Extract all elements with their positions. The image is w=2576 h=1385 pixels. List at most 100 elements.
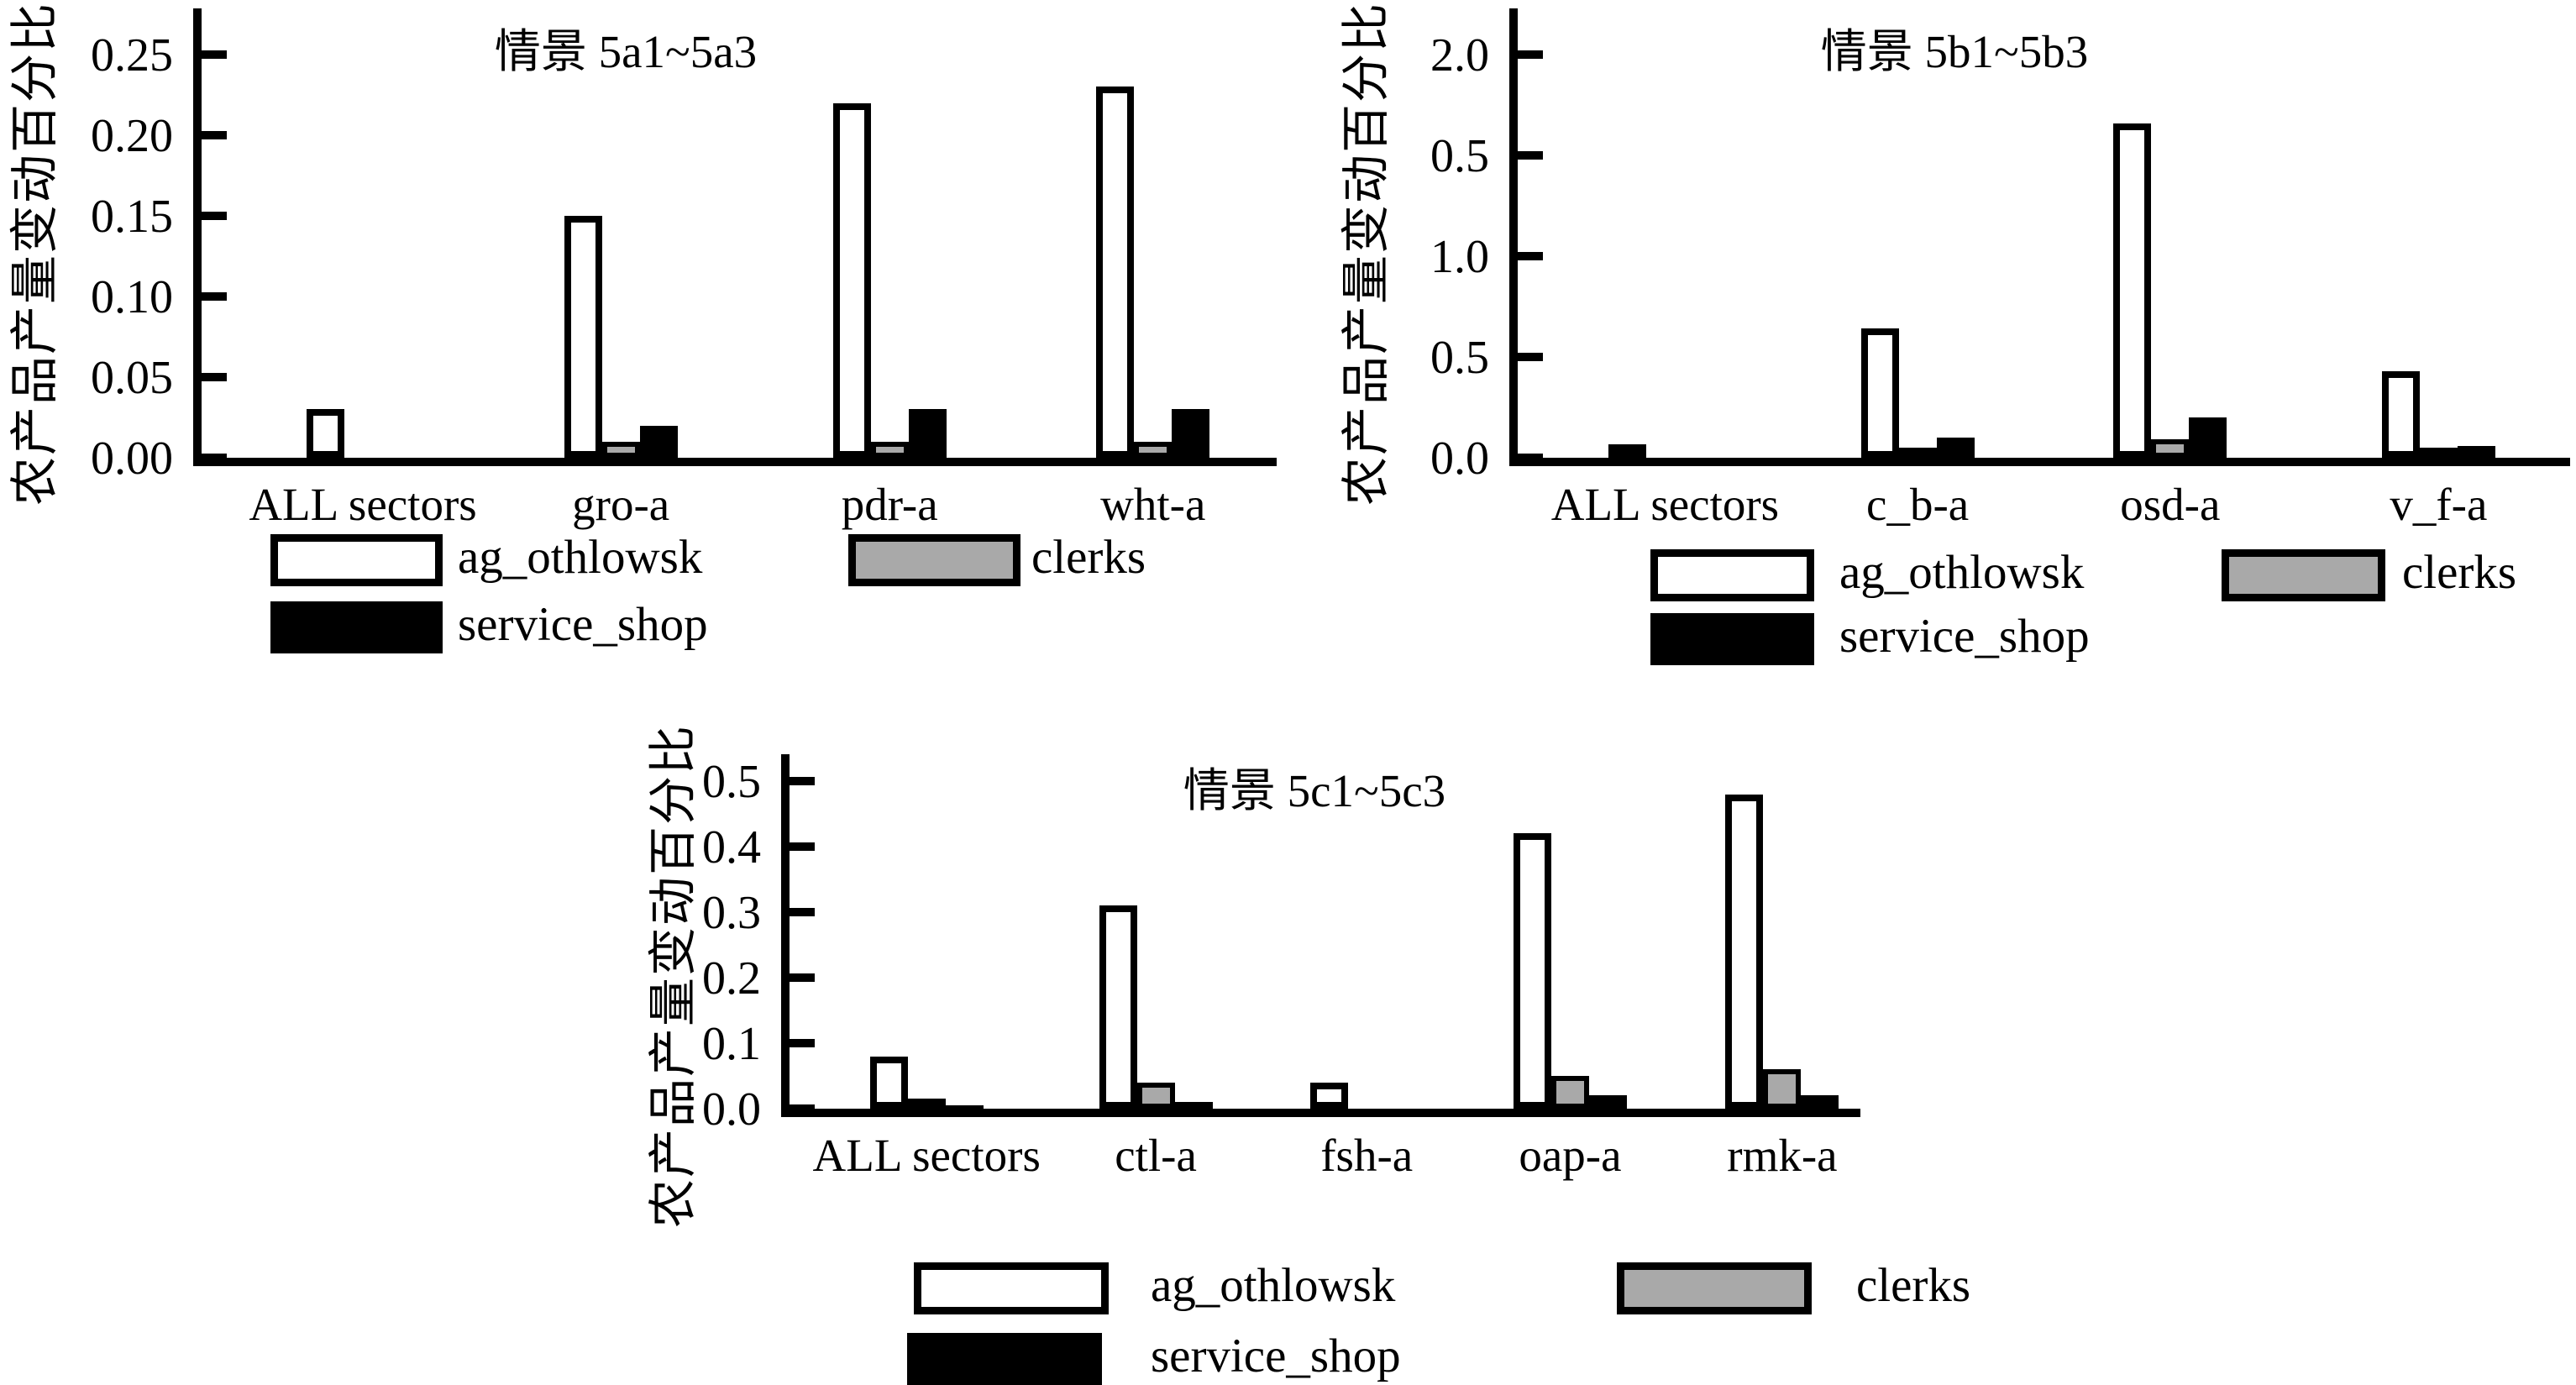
bar-service_shop-oap-a [1589,1095,1627,1109]
legend-label-service_shop: service_shop [1151,1330,1401,1382]
category-label: ALL sectors [1550,479,1780,530]
chart-5a-block: 农产品产量变动百分比 情景 5a1~5a3 0.25 0.20 0.15 0.10 0.… [0,0,1298,697]
bar-ag_othlowsk-ctl-a [1099,905,1137,1109]
y-tick-label: 2.0 [1430,29,1489,81]
legend-swatch-clerks [848,534,1020,586]
y-tick-label: 0.15 [91,191,173,243]
bar-service_shop-ctl-a [1175,1102,1213,1109]
y-tick-mark [1518,151,1543,160]
y-tick-label: 0.05 [91,352,173,404]
chart-5b-block: 农产品产量变动百分比 情景 5b1~5b3 2.0 0.5 1.0 0.5 0.0 ALL… [1306,0,2576,697]
y-tick-label: 0.00 [91,433,173,485]
y-tick-label: 0.2 [702,952,761,1005]
y-tick-mark [202,212,227,220]
bar-service_shop-c_b-a [1937,438,1975,458]
y-tick-label: 0.0 [702,1083,761,1136]
bar-clerks-pdr-a [871,442,909,458]
category-label: oap-a [1519,1130,1622,1181]
y-tick-mark [790,1104,815,1113]
chart-title: 情景 5b1~5b3 [1820,26,2089,77]
y-tick-mark [790,777,815,785]
bar-ag_othlowsk-wht-a [1096,87,1134,458]
bar-ag_othlowsk-v_f-a [2382,371,2420,458]
bar-ag_othlowsk-pdr-a [833,103,871,458]
legend-swatch-ag_othlowsk [1650,549,1814,601]
bar-clerks-osd-a [2151,439,2189,458]
legend-swatch-ag_othlowsk [270,534,443,586]
bar-ag_othlowsk-rmk-a [1725,795,1763,1109]
legend-label-clerks: clerks [1856,1259,1971,1312]
chart-title: 情景 5c1~5c3 [1183,765,1446,816]
category-label: pdr-a [841,479,938,530]
chart-5c-block: 农产品产量变动百分比 情景 5c1~5c3 0.5 0.4 0.3 0.2 0.1 0.0… [0,724,2576,1385]
bar-service_shop-osd-a [2189,417,2227,458]
bar-ag_othlowsk-ALL_sectors [870,1057,908,1109]
bar-service_shop-rmk-a [1801,1095,1839,1109]
legend-label-service_shop: service_shop [458,598,708,651]
y-tick-label: 1.0 [1430,231,1489,283]
y-tick-label: 0.0 [1430,433,1489,485]
bar-ag_othlowsk-oap-a [1514,833,1551,1109]
y-tick-label: 0.5 [1430,332,1489,384]
chart-title: 情景 5a1~5a3 [494,26,758,77]
y-tick-mark [202,373,227,381]
bar-clerks-wht-a [1134,442,1172,458]
plot-area: 情景 5b1~5b3 [1509,8,2570,466]
category-label: v_f-a [2390,479,2488,530]
y-tick-mark [202,292,227,301]
y-tick-mark [202,131,227,139]
y-tick-label: 0.25 [91,29,173,81]
bar-clerks-v_f-a [2420,448,2458,458]
category-label: ALL sectors [249,479,477,530]
bar-ag_othlowsk-c_b-a [1861,328,1899,458]
bar-service_shop-pdr-a [909,409,947,458]
legend-swatch-ag_othlowsk [914,1262,1109,1314]
y-tick-label: 0.3 [702,887,761,939]
y-tick-mark [790,842,815,851]
y-tick-label: 0.5 [1430,130,1489,182]
bar-clerks-gro-a [602,442,640,458]
legend-label-ag_othlowsk: ag_othlowsk [1151,1259,1396,1312]
category-label: osd-a [2120,479,2221,530]
plot-area: 情景 5a1~5a3 [193,8,1277,466]
y-tick-mark [790,973,815,982]
y-tick-label: 0.20 [91,110,173,162]
y-tick-label: 0.5 [702,756,761,808]
y-tick-mark [790,1039,815,1047]
y-tick-mark [1518,353,1543,361]
bar-clerks-rmk-a [1763,1069,1801,1109]
bar-ag_othlowsk-ALL_sectors [307,409,344,458]
bar-ag_othlowsk-fsh-a [1310,1083,1348,1109]
plot-area: 情景 5c1~5c3 [781,754,1860,1117]
y-tick-label: 0.1 [702,1018,761,1070]
category-label: c_b-a [1866,479,1970,530]
legend-swatch-clerks [2222,549,2385,601]
bar-clerks-c_b-a [1899,448,1937,458]
legend-label-ag_othlowsk: ag_othlowsk [458,531,703,584]
legend-swatch-clerks [1617,1262,1812,1314]
bar-ag_othlowsk-osd-a [2113,123,2151,458]
y-tick-mark [202,50,227,59]
y-tick-mark [1518,50,1543,59]
bar-service_shop-v_f-a [2458,446,2495,458]
bar-service_shop-gro-a [640,426,678,458]
legend-label-clerks: clerks [1031,531,1146,584]
legend-label-service_shop: service_shop [1839,610,2090,663]
legend-swatch-service_shop [1650,613,1814,665]
category-label: gro-a [572,479,670,530]
bar-service_shop-wht-a [1172,409,1209,458]
y-tick-mark [1518,454,1543,462]
category-label: fsh-a [1320,1130,1414,1181]
bar-service_shop-ALL_sectors [946,1105,984,1109]
y-tick-label: 0.10 [91,271,173,323]
legend-label-clerks: clerks [2402,546,2517,599]
category-label: ALL sectors [812,1130,1041,1181]
bar-clerks-ALL_sectors [908,1099,946,1109]
y-tick-mark [1518,252,1543,260]
y-tick-mark [790,908,815,916]
y-tick-mark [202,454,227,462]
bar-clerks-ctl-a [1137,1083,1175,1109]
y-tick-label: 0.4 [702,821,761,873]
bar-ag_othlowsk-gro-a [564,216,602,458]
